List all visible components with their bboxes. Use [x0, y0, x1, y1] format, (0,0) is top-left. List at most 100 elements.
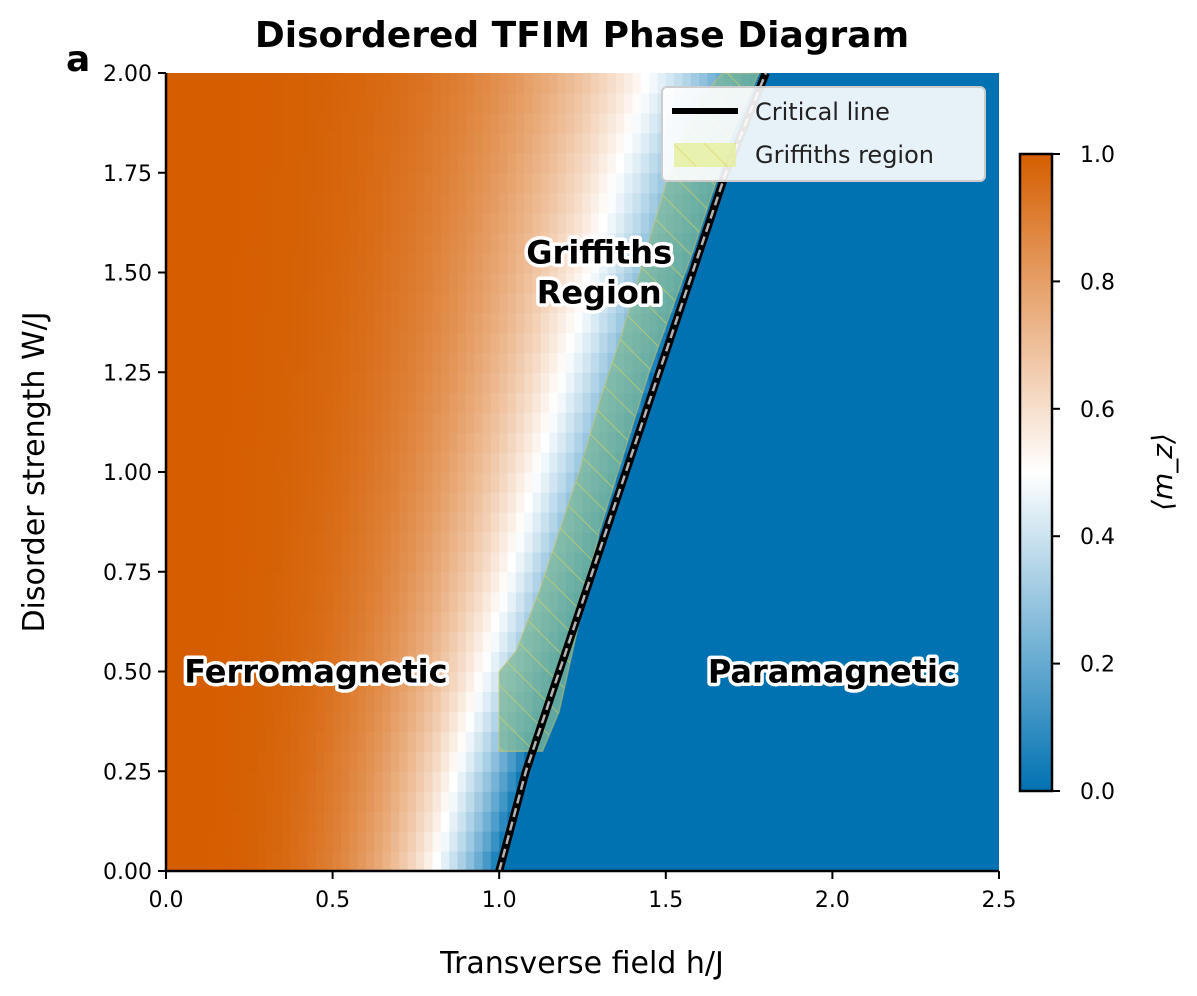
heatmap-cell: [182, 172, 192, 194]
heatmap-cell: [782, 312, 792, 333]
heatmap-cell: [315, 751, 325, 772]
heatmap-cell: [840, 352, 850, 373]
heatmap-cell: [382, 751, 392, 772]
heatmap-cell: [849, 851, 858, 871]
heatmap-cell: [557, 392, 567, 413]
heatmap-cell: [249, 452, 259, 473]
heatmap-cell: [474, 751, 484, 772]
heatmap-cell: [257, 452, 267, 473]
heatmap-cell: [857, 452, 867, 473]
heatmap-cell: [615, 272, 625, 294]
heatmap-cell: [799, 292, 809, 313]
heatmap-cell: [482, 511, 492, 533]
heatmap-cell: [849, 432, 858, 453]
heatmap-cell: [382, 132, 392, 154]
heatmap-cell: [174, 312, 184, 333]
heatmap-cell: [199, 511, 209, 533]
heatmap-cell: [915, 372, 925, 393]
heatmap-cell: [715, 591, 725, 613]
heatmap-cell: [257, 112, 267, 134]
heatmap-cell: [565, 831, 575, 852]
heatmap-cell: [224, 312, 234, 333]
heatmap-cell: [674, 771, 684, 792]
heatmap-cell: [832, 691, 842, 712]
heatmap-cell: [665, 751, 675, 772]
heatmap-cell: [365, 831, 375, 852]
heatmap-cell: [307, 611, 317, 633]
heatmap-cell: [607, 591, 617, 613]
heatmap-cell: [265, 172, 275, 194]
heatmap-cell: [790, 731, 800, 752]
heatmap-cell: [799, 332, 809, 353]
x-tick-label: 1.0: [482, 888, 517, 913]
heatmap-cell: [874, 212, 883, 234]
heatmap-cell: [957, 392, 967, 413]
heatmap-cell: [574, 631, 584, 653]
heatmap-cell: [240, 551, 250, 573]
heatmap-cell: [307, 132, 317, 154]
heatmap-cell: [974, 312, 983, 333]
heatmap-cell: [257, 531, 267, 553]
heatmap-cell: [524, 272, 534, 294]
heatmap-cell: [340, 272, 350, 294]
heatmap-cell: [907, 452, 917, 473]
heatmap-cell: [532, 332, 542, 353]
heatmap-cell: [290, 372, 300, 393]
heatmap-cell: [232, 312, 242, 333]
heatmap-cell: [532, 452, 542, 473]
heatmap-cell: [965, 551, 975, 573]
heatmap-cell: [724, 811, 734, 832]
heatmap-cell: [882, 651, 892, 673]
heatmap-cell: [757, 452, 767, 473]
heatmap-cell: [974, 831, 983, 852]
heatmap-cell: [215, 651, 225, 673]
heatmap-cell: [924, 631, 933, 653]
heatmap-cell: [965, 531, 975, 553]
heatmap-cell: [182, 651, 192, 673]
heatmap-cell: [857, 851, 867, 871]
heatmap-cell: [832, 292, 842, 313]
heatmap-cell: [515, 192, 525, 214]
heatmap-cell: [215, 272, 225, 294]
heatmap-cell: [449, 152, 459, 174]
heatmap-cell: [790, 212, 800, 234]
heatmap-cell: [599, 332, 609, 353]
legend: Critical line Griffiths region: [661, 86, 986, 182]
heatmap-cell: [249, 571, 259, 593]
heatmap-cell: [465, 412, 475, 433]
heatmap-cell: [632, 152, 642, 174]
heatmap-cell: [174, 152, 184, 174]
heatmap-cell: [499, 611, 509, 633]
heatmap-cell: [482, 372, 492, 393]
heatmap-cell: [166, 771, 175, 792]
heatmap-cell: [349, 691, 359, 712]
heatmap-cell: [740, 432, 750, 453]
heatmap-cell: [874, 272, 883, 294]
heatmap-cell: [199, 711, 209, 732]
heatmap-cell: [499, 332, 509, 353]
heatmap-cell: [990, 571, 999, 593]
heatmap-cell: [940, 611, 950, 633]
heatmap-cell: [315, 571, 325, 593]
heatmap-cell: [865, 631, 875, 653]
heatmap-cell: [799, 571, 809, 593]
heatmap-cell: [790, 172, 800, 194]
heatmap-cell: [207, 791, 217, 812]
heatmap-cell: [690, 811, 700, 832]
heatmap-cell: [874, 811, 883, 832]
heatmap-cell: [324, 631, 334, 653]
heatmap-cell: [857, 791, 867, 812]
heatmap-cell: [690, 432, 700, 453]
heatmap-cell: [607, 691, 617, 712]
heatmap-cell: [832, 811, 842, 832]
heatmap-cell: [640, 192, 650, 214]
heatmap-cell: [307, 92, 317, 114]
heatmap-cell: [832, 611, 842, 633]
heatmap-cell: [557, 112, 567, 134]
heatmap-cell: [724, 791, 734, 812]
heatmap-cell: [215, 412, 225, 433]
heatmap-cell: [807, 452, 817, 473]
heatmap-cell: [432, 332, 442, 353]
heatmap-cell: [915, 172, 925, 194]
heatmap-cell: [390, 412, 400, 433]
